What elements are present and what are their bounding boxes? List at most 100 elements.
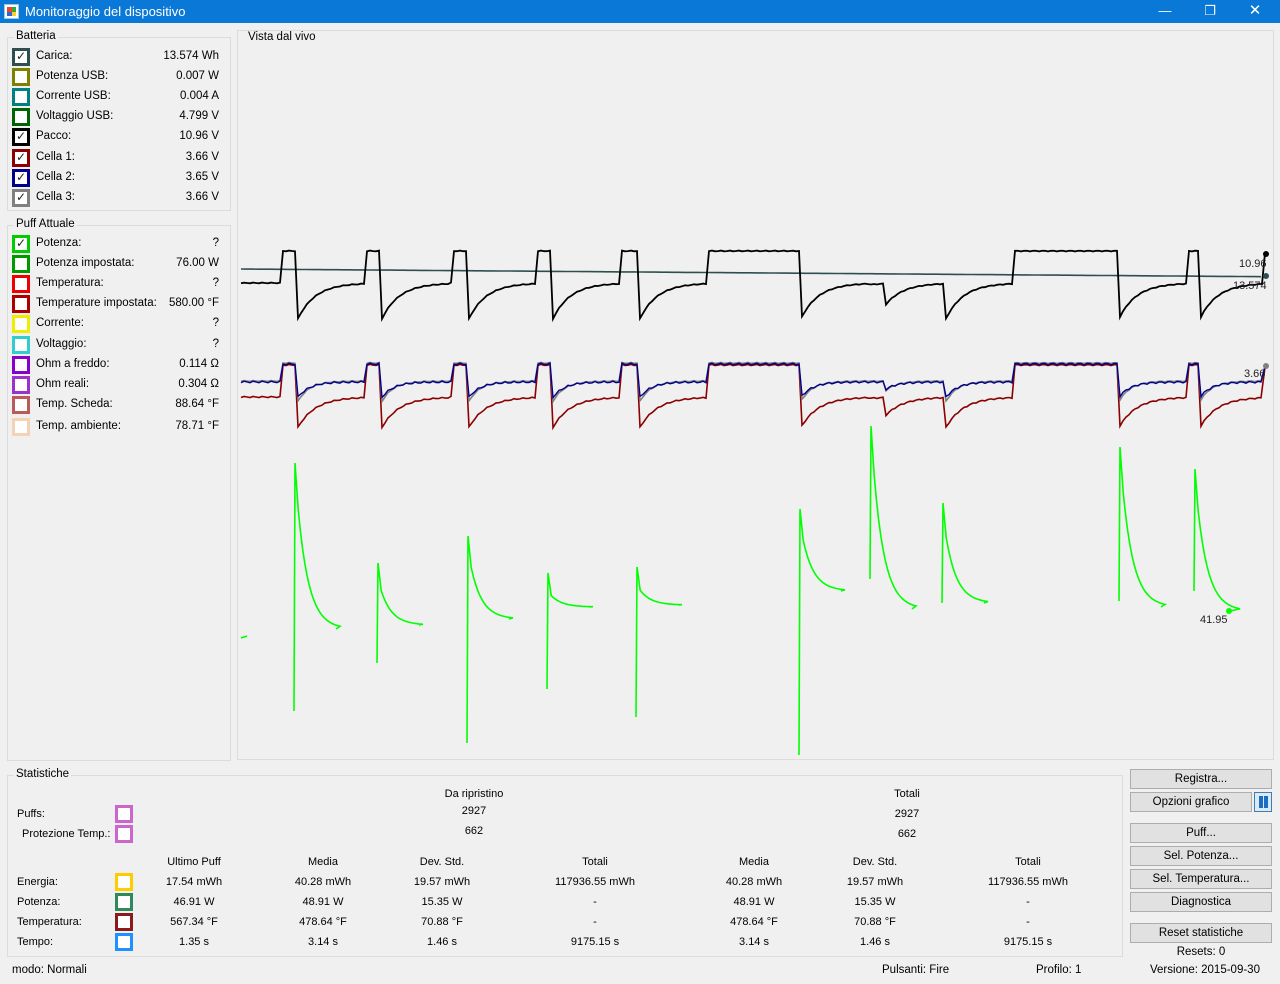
window-title: Monitoraggio del dispositivo <box>25 4 186 19</box>
close-button[interactable]: ✕ <box>1248 2 1262 19</box>
puff-checkbox[interactable] <box>12 315 30 334</box>
charge-series-line <box>240 268 1262 278</box>
stats-group-title: Statistiche <box>14 768 72 780</box>
protection-total: 662 <box>897 828 917 840</box>
puff-label: Potenza: <box>36 237 82 249</box>
battery-checkbox[interactable] <box>12 88 30 107</box>
stats-value: - <box>593 896 597 908</box>
battery-checkbox[interactable]: ✓ <box>12 188 30 207</box>
battery-group-title: Batteria <box>14 30 58 42</box>
puffs-label: Puffs: <box>17 808 45 820</box>
minimize-button[interactable]: — <box>1158 3 1172 18</box>
stats-value: 40.28 mWh <box>294 876 352 888</box>
cell2-series-line <box>240 362 1266 400</box>
battery-row: ✓ Carica: 13.574 Wh <box>10 48 228 66</box>
stats-value: 15.35 W <box>854 896 896 908</box>
stats-value: 46.91 W <box>173 896 215 908</box>
protection-checkbox[interactable] <box>115 825 133 843</box>
stats-value: 17.54 mWh <box>165 876 223 888</box>
puff-checkbox[interactable] <box>12 255 30 274</box>
cell1-series-line <box>240 363 1266 431</box>
stats-value: 9175.15 s <box>1003 936 1053 948</box>
maximize-button[interactable]: ❐ <box>1204 3 1216 18</box>
battery-checkbox[interactable]: ✓ <box>12 148 30 167</box>
battery-checkbox[interactable]: ✓ <box>12 168 30 187</box>
charge-value-label: 13.574 <box>1233 280 1267 292</box>
stats-column-header: Ultimo Puff <box>167 856 221 868</box>
battery-label: Voltaggio USB: <box>36 110 114 123</box>
stats-value: - <box>1026 916 1030 928</box>
battery-value: 0.007 W <box>176 70 219 83</box>
register-button[interactable]: Registra... <box>1130 769 1272 789</box>
status-version: Versione: 2015-09-30 <box>1150 964 1260 976</box>
puff-value: 0.114 Ω <box>179 357 219 370</box>
puffs-total: 2927 <box>894 808 920 820</box>
puff-value: 580.00 °F <box>169 297 219 310</box>
puff-value: 78.71 °F <box>175 419 219 432</box>
pause-icon[interactable] <box>1254 792 1272 812</box>
charge-series-end-marker <box>1263 273 1269 279</box>
stats-value: 70.88 °F <box>854 916 896 928</box>
pack-series-line <box>240 249 1266 323</box>
stats-value: 19.57 mWh <box>413 876 471 888</box>
stats-value: - <box>593 916 597 928</box>
puff-checkbox[interactable] <box>12 335 30 354</box>
totals-header: Totali <box>894 788 920 800</box>
stats-value: 3.14 s <box>739 936 769 948</box>
select-power-button[interactable]: Sel. Potenza... <box>1130 846 1272 866</box>
stats-value: 19.57 mWh <box>846 876 904 888</box>
battery-label: Pacco: <box>36 130 72 143</box>
stats-value: 3.14 s <box>308 936 338 948</box>
puff-checkbox[interactable] <box>12 275 30 294</box>
puff-value: 76.00 W <box>176 257 219 270</box>
puffs-checkbox[interactable] <box>115 805 133 823</box>
puff-label: Ohm a freddo: <box>36 357 110 370</box>
battery-checkbox[interactable] <box>12 68 30 87</box>
puff-button[interactable]: Puff... <box>1130 823 1272 843</box>
puff-value: ? <box>212 317 219 330</box>
battery-value: 3.66 V <box>185 190 219 203</box>
stats-value: 478.64 °F <box>730 916 778 928</box>
stats-value: 15.35 W <box>421 896 463 908</box>
select-temperature-button[interactable]: Sel. Temperatura... <box>1130 869 1272 889</box>
power-series-end-marker <box>1226 608 1232 614</box>
diagnostics-button[interactable]: Diagnostica <box>1130 892 1272 912</box>
stats-row-checkbox[interactable] <box>115 873 133 891</box>
puff-row: Potenza impostata: 76.00 W <box>10 255 228 274</box>
live-view-panel: Vista dal vivo 10.96 13.574 3.66 41.95 <box>237 30 1274 760</box>
stats-row-checkbox[interactable] <box>115 893 133 911</box>
stats-value: - <box>1026 896 1030 908</box>
puff-checkbox[interactable] <box>12 355 30 374</box>
battery-checkbox[interactable]: ✓ <box>12 48 30 66</box>
puff-value: ? <box>212 237 219 249</box>
stats-column-header: Media <box>739 856 769 868</box>
puff-checkbox[interactable]: ✓ <box>12 235 30 253</box>
puff-checkbox[interactable] <box>12 417 30 436</box>
puff-checkbox[interactable] <box>12 375 30 394</box>
protection-label: Protezione Temp.: <box>22 828 111 840</box>
title-bar: Monitoraggio del dispositivo — ❐ ✕ <box>0 0 1280 23</box>
stats-row-label: Tempo: <box>17 936 54 948</box>
battery-checkbox[interactable]: ✓ <box>12 128 30 147</box>
reset-stats-button[interactable]: Reset statistiche <box>1130 923 1272 943</box>
stats-value: 48.91 W <box>733 896 775 908</box>
stats-value: 567.34 °F <box>170 916 218 928</box>
battery-label: Cella 1: <box>36 150 75 163</box>
stats-value: 1.46 s <box>860 936 890 948</box>
puff-checkbox[interactable] <box>12 295 30 314</box>
puff-checkbox[interactable] <box>12 395 30 414</box>
battery-value: 3.66 V <box>185 150 219 163</box>
battery-checkbox[interactable] <box>12 108 30 127</box>
stats-value: 1.46 s <box>427 936 457 948</box>
stats-row-checkbox[interactable] <box>115 913 133 931</box>
battery-value: 13.574 Wh <box>163 50 219 62</box>
puff-label: Temp. ambiente: <box>36 419 122 432</box>
status-buttons: Pulsanti: Fire <box>882 964 950 976</box>
chart-options-button[interactable]: Opzioni grafico <box>1130 792 1252 812</box>
protection-since-reset: 662 <box>464 825 484 837</box>
stats-row-label: Energia: <box>17 876 58 888</box>
battery-row: ✓ Cella 1: 3.66 V <box>10 148 228 167</box>
puff-row: Ohm reali: 0.304 Ω <box>10 375 228 394</box>
app-icon <box>4 4 19 19</box>
stats-row-checkbox[interactable] <box>115 933 133 951</box>
